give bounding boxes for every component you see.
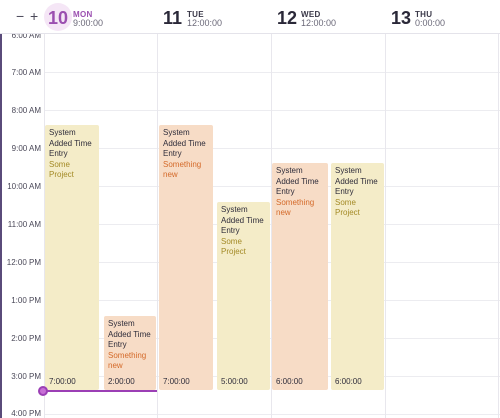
time-entry-event[interactable]: System Added Time Entry Some Project 6:0…	[331, 163, 384, 390]
day-name: TUE	[187, 10, 204, 19]
day-number: 10	[48, 8, 69, 28]
day-total-time: 9:00:00	[73, 18, 104, 28]
day-total-time: 0:00:00	[415, 18, 446, 28]
event-title: System Added Time Entry	[163, 128, 206, 158]
day-divider	[157, 33, 158, 418]
hour-line	[44, 148, 500, 149]
day-divider	[385, 33, 386, 418]
day-total-time: 12:00:00	[301, 18, 337, 28]
hour-line	[44, 414, 500, 415]
event-duration: 2:00:00	[108, 377, 135, 386]
event-title: System Added Time Entry	[49, 128, 92, 158]
day-name: MON	[73, 10, 93, 19]
week-header	[0, 0, 500, 34]
time-label: 2:00 PM	[11, 334, 41, 343]
day-number: 11	[163, 8, 183, 28]
event-title: System Added Time Entry	[335, 166, 378, 196]
hour-line	[44, 110, 500, 111]
current-time-line	[44, 390, 157, 392]
event-duration: 6:00:00	[335, 377, 362, 386]
event-title: System Added Time Entry	[221, 205, 264, 235]
day-name: WED	[301, 10, 321, 19]
time-label: 9:00 AM	[11, 144, 41, 153]
time-label: 8:00 AM	[11, 106, 41, 115]
time-label: 1:00 PM	[11, 296, 41, 305]
event-title: System Added Time Entry	[108, 319, 151, 349]
event-duration: 7:00:00	[49, 377, 76, 386]
current-time-dot	[38, 386, 48, 396]
time-entry-event[interactable]: System Added Time Entry Something new 6:…	[272, 163, 328, 390]
event-project: Something new	[276, 197, 315, 218]
event-project: Some Project	[335, 197, 360, 218]
left-rail	[0, 33, 2, 418]
time-label: 6:00 AM	[11, 31, 41, 40]
time-label: 10:00 AM	[7, 182, 41, 191]
time-entry-event[interactable]: System Added Time Entry Some Project 5:0…	[217, 202, 270, 390]
zoom-out-button[interactable]: −	[16, 8, 25, 24]
day-divider	[271, 33, 272, 418]
day-name: THU	[415, 10, 433, 19]
day-total-time: 12:00:00	[187, 18, 223, 28]
event-project: Something new	[108, 350, 147, 371]
event-project: Some Project	[221, 236, 246, 257]
event-project: Some Project	[49, 159, 74, 180]
time-label: 7:00 AM	[11, 68, 41, 77]
day-number: 13	[391, 8, 412, 28]
event-title: System Added Time Entry	[276, 166, 319, 196]
event-duration: 7:00:00	[163, 377, 190, 386]
event-duration: 5:00:00	[221, 377, 248, 386]
time-entry-event[interactable]: System Added Time Entry Some Project 7:0…	[45, 125, 99, 390]
time-label: 3:00 PM	[11, 372, 41, 381]
time-label: 4:00 PM	[11, 409, 41, 418]
hour-line	[44, 72, 500, 73]
day-divider	[498, 33, 499, 418]
zoom-in-button[interactable]: +	[30, 8, 39, 24]
event-duration: 6:00:00	[276, 377, 303, 386]
time-entry-event[interactable]: System Added Time Entry Something new 7:…	[159, 125, 213, 390]
day-number: 12	[277, 8, 298, 28]
day-divider	[44, 33, 45, 418]
today-highlight	[44, 3, 72, 31]
time-label: 12:00 PM	[6, 258, 41, 267]
event-project: Something new	[163, 159, 202, 180]
time-label: 11:00 AM	[7, 220, 41, 229]
time-entry-event[interactable]: System Added Time Entry Something new 2:…	[104, 316, 156, 390]
